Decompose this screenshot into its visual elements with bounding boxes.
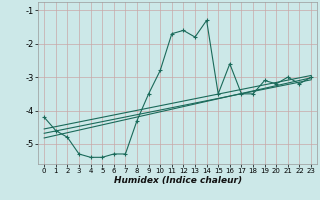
X-axis label: Humidex (Indice chaleur): Humidex (Indice chaleur): [114, 176, 242, 185]
